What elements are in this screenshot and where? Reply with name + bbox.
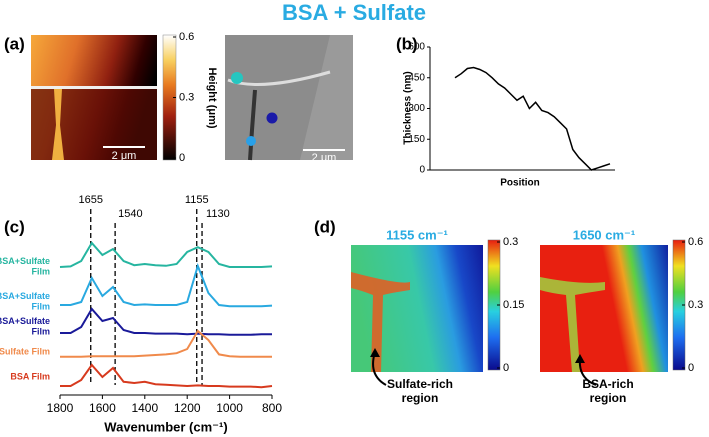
peak-label: 1655 [78,194,102,206]
colorbar-tick-label: 0.6 [688,236,703,248]
text-line: Film [31,302,50,312]
series-label: BSA+Sulfate Film [0,316,50,336]
peak-label: 1130 [206,208,230,220]
spot [246,136,256,146]
x-tick-label: 800 [262,401,282,415]
text-line: BSA+Sulfate [0,256,50,266]
x-tick-label: 1000 [216,401,243,415]
colorbar-tick-label: 0.6 [179,31,194,43]
series-label: Sulfate Film [0,346,50,356]
peak-label: 1155 [185,194,209,206]
panel-label: (b) [396,34,418,53]
text-line: region [402,391,439,405]
panel-label: (c) [4,217,25,236]
map-feature [540,277,605,372]
y-tick-label: 0 [419,165,425,176]
text-line: BSA+Sulfate [0,291,50,301]
sem-crack [248,89,257,161]
text-line: Film [31,327,50,337]
colorbar-tick-label: 0 [179,152,185,164]
arrow-head [370,348,380,357]
peak-label: 1540 [118,208,142,220]
ir-map [540,245,668,372]
series-label: BSA+Sulfate Film [0,291,50,311]
x-axis-label: Wavenumber (cm⁻¹) [104,419,227,434]
panel-label: (a) [4,34,25,53]
text-line: BSA+Sulfate [0,316,50,326]
afm-image: 2 μm Height (μm) [31,34,218,162]
text-line: BSA-rich [582,377,633,391]
y-tick-label: 150 [408,134,425,145]
map-title: 1650 cm⁻¹ [573,227,636,242]
series-label: BSA Film [10,371,50,381]
spectrum [60,363,273,389]
y-tick-label: 450 [408,72,425,83]
x-tick-label: 1400 [131,401,158,415]
colorbar-label: Height (μm) [206,67,218,128]
scale-bar-label: 2 μm [112,150,137,162]
spot [266,112,278,124]
annotation: Sulfate-rich region [387,377,453,405]
text-line: Film [31,267,50,277]
text-line: Sulfate-rich [387,377,453,391]
map-title: 1155 cm⁻¹ [386,227,448,242]
thickness-line [454,66,611,171]
colorbar-tick-label: 0 [503,362,509,374]
x-tick-label: 1800 [47,401,74,415]
x-tick-label: 1600 [89,401,116,415]
y-tick-label: 600 [408,42,425,53]
spectrum [60,329,272,358]
afm-line [31,86,157,89]
sem-region [300,35,353,160]
arrow-head [575,354,585,363]
text-line: region [590,391,627,405]
sem-image: 2 μm [225,35,353,164]
spectrum [59,241,273,268]
colorbar-tick-label: 0.3 [179,91,194,103]
y-tick-label: 300 [408,103,425,114]
panel-label: (d) [314,217,336,236]
ir-map [351,245,483,372]
spot [231,72,243,84]
figure-title: BSA + Sulfate [282,0,426,25]
spectrum [60,307,272,336]
x-axis-label: Position [500,178,539,189]
colorbar-tick-label: 0 [688,362,694,374]
x-tick-label: 1200 [174,401,201,415]
colorbar-tick-label: 0.3 [503,236,518,248]
y-axis-label: Thickness (nm) [403,71,414,144]
ir-maps: 1155 cm⁻¹ 1650 cm⁻¹ Sulfate-rich region B… [351,227,686,405]
afm-streak [52,89,64,160]
afm-lower [31,88,157,160]
series-label: BSA+Sulfate Film [0,256,50,276]
spectrum [60,262,273,308]
colorbar-tick-label: 0.15 [503,299,524,311]
scale-bar-label: 2 μm [312,152,337,164]
annotation: BSA-rich region [582,377,633,405]
colorbar-tick-label: 0.3 [688,299,703,311]
map-feature [351,272,410,372]
